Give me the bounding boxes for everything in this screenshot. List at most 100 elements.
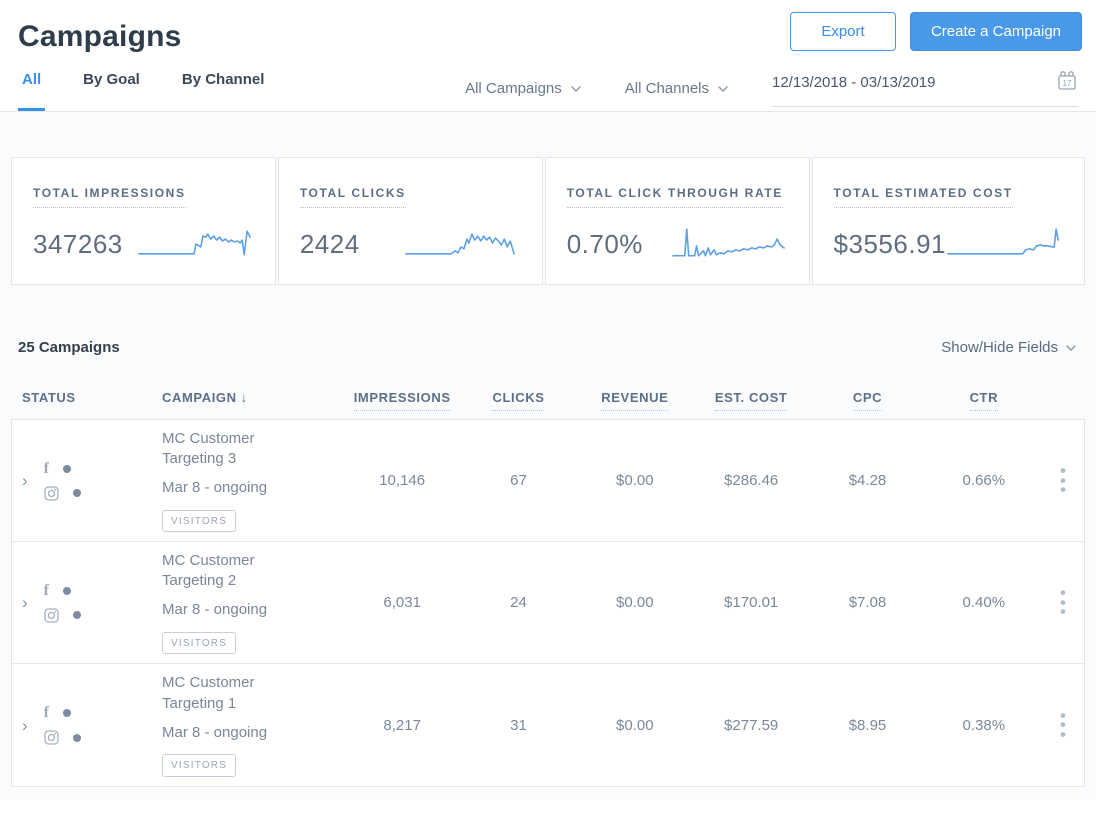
campaigns-table: › f MC Customer Targeting 3 Mar 8 - ongo… — [11, 419, 1085, 787]
table-meta: 25 Campaigns Show/Hide Fields — [18, 339, 1076, 356]
revenue-value: $0.00 — [616, 472, 654, 489]
campaign-date: Mar 8 - ongoing — [162, 479, 268, 497]
export-button[interactable]: Export — [790, 12, 896, 51]
col-header-impressions[interactable]: IMPRESSIONS — [344, 390, 460, 411]
goal-badge: VISITORS — [162, 509, 237, 533]
impressions-value: 10,146 — [379, 472, 426, 489]
instagram-icon — [44, 485, 59, 501]
status-dot — [63, 464, 71, 473]
instagram-icon — [44, 730, 59, 745]
tab-all[interactable]: All — [18, 71, 46, 111]
expand-row-chevron-icon[interactable]: › — [22, 593, 28, 612]
show-hide-fields-dropdown[interactable]: Show/Hide Fields — [941, 339, 1076, 356]
col-header-status[interactable]: STATUS — [22, 390, 76, 405]
status-dot — [63, 586, 71, 595]
col-header-campaign[interactable]: CAMPAIGN ↓ — [162, 390, 248, 405]
tab-by-channel[interactable]: By Channel — [181, 71, 265, 88]
clicks-value: 24 — [510, 594, 527, 611]
sparkline-chart — [671, 228, 785, 257]
col-header-cpc[interactable]: CPC — [809, 390, 925, 411]
status-dot — [72, 611, 81, 619]
expand-row-chevron-icon[interactable]: › — [22, 715, 28, 735]
campaign-name[interactable]: MC Customer Targeting 3 — [162, 429, 255, 468]
campaign-cell[interactable]: MC Customer Targeting 2 Mar 8 - ongoing … — [162, 551, 344, 655]
status-dot — [63, 709, 71, 717]
ctr-value: 0.66% — [962, 472, 1006, 489]
page-title: Campaigns — [18, 20, 182, 53]
impressions-value: 8,217 — [383, 716, 421, 734]
status-cell: › f — [12, 705, 162, 745]
expand-row-chevron-icon[interactable]: › — [22, 471, 28, 490]
cpc-value: $8.95 — [848, 716, 887, 734]
sparkline-chart — [947, 228, 1059, 255]
facebook-icon: f — [43, 581, 49, 599]
campaign-cell[interactable]: MC Customer Targeting 1 Mar 8 - ongoing … — [162, 673, 344, 777]
col-header-ctr[interactable]: CTR — [926, 390, 1042, 411]
status-cell: › f — [12, 459, 162, 501]
facebook-icon: f — [43, 459, 49, 477]
cpc-value: $7.08 — [848, 594, 887, 611]
campaign-date: Mar 8 - ongoing — [162, 601, 268, 619]
row-menu-kebab-icon[interactable]: • • • — [1060, 583, 1066, 622]
stat-value: 2424 — [299, 229, 360, 259]
calendar-icon[interactable]: 17 — [1056, 70, 1078, 92]
table-header-row: STATUS CAMPAIGN ↓ IMPRESSIONS CLICKS REVE… — [11, 390, 1085, 411]
est-cost-value: $286.46 — [724, 472, 779, 489]
stat-value: 0.70% — [566, 229, 643, 259]
status-dot — [72, 489, 81, 497]
stat-card-total-ctr: TOTAL CLICK THROUGH RATE 0.70% — [544, 157, 810, 285]
est-cost-value: $170.01 — [724, 594, 779, 611]
impressions-value: 6,031 — [383, 594, 421, 611]
status-cell: › f — [12, 581, 162, 623]
stat-card-total-cost: TOTAL ESTIMATED COST $3556.91 — [811, 157, 1085, 285]
tab-filter-bar: All By Goal By Channel All Campaigns All… — [0, 54, 1096, 112]
stat-card-total-impressions: TOTAL IMPRESSIONS 347263 — [11, 157, 276, 285]
chevron-down-icon — [571, 85, 581, 92]
campaign-count: 25 Campaigns — [18, 339, 120, 356]
revenue-value: $0.00 — [616, 716, 654, 734]
facebook-icon: f — [43, 704, 49, 721]
sort-desc-icon: ↓ — [240, 390, 248, 405]
chevron-down-icon — [1066, 344, 1076, 351]
content-area: TOTAL IMPRESSIONS 347263 TOTAL CLICKS 24… — [0, 112, 1096, 799]
channels-filter-dropdown[interactable]: All Channels — [625, 80, 728, 97]
tab-by-goal[interactable]: By Goal — [83, 71, 140, 88]
goal-badge: VISITORS — [162, 631, 237, 655]
sparkline-chart — [404, 233, 515, 255]
status-dot — [72, 733, 81, 742]
stat-value: $3556.91 — [833, 229, 946, 259]
col-header-clicks[interactable]: CLICKS — [460, 390, 576, 411]
ctr-value: 0.40% — [962, 594, 1006, 611]
col-header-est-cost[interactable]: EST. COST — [693, 390, 809, 411]
stat-label: TOTAL CLICKS — [299, 186, 406, 208]
stat-label: TOTAL ESTIMATED COST — [833, 186, 1013, 208]
date-range-input[interactable]: 12/13/2018 - 03/13/2019 17 — [772, 71, 1078, 107]
stat-label: TOTAL IMPRESSIONS — [33, 186, 186, 208]
page-header: Campaigns Export Create a Campaign — [0, 0, 1096, 54]
row-menu-kebab-icon[interactable]: • • • — [1060, 705, 1066, 744]
sparkline-chart — [138, 230, 251, 256]
clicks-value: 31 — [510, 716, 527, 734]
campaign-cell[interactable]: MC Customer Targeting 3 Mar 8 - ongoing … — [162, 429, 344, 533]
campaign-date: Mar 8 - ongoing — [162, 723, 268, 741]
channels-filter-value: All Channels — [624, 80, 709, 97]
filters: All Campaigns All Channels 12/13/2018 - … — [465, 71, 1078, 111]
create-campaign-button[interactable]: Create a Campaign — [910, 12, 1082, 51]
table-row: › f MC Customer Targeting 2 Mar 8 - ongo… — [12, 542, 1084, 664]
clicks-value: 67 — [510, 472, 527, 489]
stat-label: TOTAL CLICK THROUGH RATE — [566, 186, 783, 208]
revenue-value: $0.00 — [616, 594, 654, 611]
campaigns-filter-dropdown[interactable]: All Campaigns — [465, 80, 581, 97]
campaign-name[interactable]: MC Customer Targeting 2 — [162, 551, 255, 590]
row-menu-kebab-icon[interactable]: • • • — [1060, 461, 1066, 500]
header-actions: Export Create a Campaign — [790, 12, 1082, 51]
chevron-down-icon — [718, 85, 728, 92]
tabs: All By Goal By Channel — [18, 71, 268, 111]
est-cost-value: $277.59 — [724, 716, 779, 734]
table-row: › f MC Customer Targeting 1 Mar 8 - ongo… — [12, 664, 1084, 786]
col-header-revenue[interactable]: REVENUE — [577, 390, 693, 411]
show-hide-label: Show/Hide Fields — [941, 339, 1058, 356]
stat-value: 347263 — [33, 229, 123, 259]
campaign-name[interactable]: MC Customer Targeting 1 — [162, 674, 255, 712]
table-row: › f MC Customer Targeting 3 Mar 8 - ongo… — [12, 420, 1084, 542]
